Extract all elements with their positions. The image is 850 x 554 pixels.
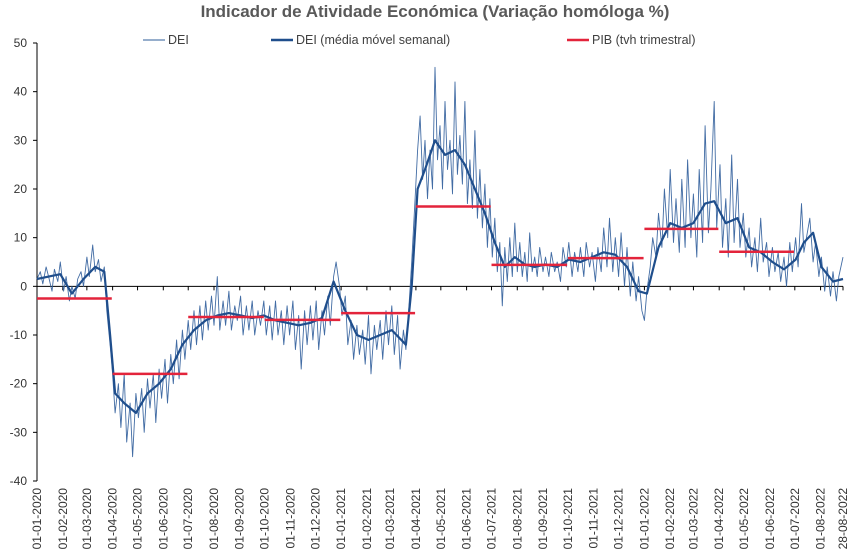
x-tick-label: 01-02-2022: [663, 488, 677, 550]
x-tick-label: 01-04-2021: [409, 488, 423, 550]
y-tick-label: -30: [10, 425, 28, 439]
legend-label: DEI (média móvel semanal): [296, 33, 450, 47]
y-tick-label: -10: [10, 328, 28, 342]
x-tick-label: 28-08-2022: [836, 488, 850, 550]
x-tick-label: 01-06-2022: [763, 488, 777, 550]
x-tick-label: 01-02-2020: [56, 488, 70, 550]
x-tick-label: 01-03-2022: [686, 488, 700, 550]
x-tick-label: 01-05-2020: [131, 488, 145, 550]
x-tick-label: 01-07-2020: [181, 488, 195, 550]
x-tick-label: 01-12-2020: [308, 488, 322, 550]
x-tick-label: 01-07-2021: [485, 488, 499, 550]
x-tick-label: 01-04-2022: [712, 488, 726, 550]
y-tick-label: -40: [10, 474, 28, 488]
x-tick-label: 01-02-2021: [360, 488, 374, 550]
y-tick-label: 50: [14, 36, 28, 50]
x-tick-label: 01-05-2021: [434, 488, 448, 550]
x-tick-label: 01-08-2022: [814, 488, 828, 550]
x-tick-label: 01-01-2021: [334, 488, 348, 550]
y-tick-label: -20: [10, 377, 28, 391]
x-tick-label: 01-08-2021: [510, 488, 524, 550]
legend-label: DEI: [168, 33, 189, 47]
y-tick-label: 30: [14, 133, 28, 147]
x-tick-label: 01-03-2020: [80, 488, 94, 550]
chart-title: Indicador de Atividade Económica (Variaç…: [200, 2, 670, 21]
x-tick-label: 01-01-2020: [30, 488, 44, 550]
legend: DEI DEI (média móvel semanal) PIB (tvh tri…: [143, 33, 696, 47]
x-tick-label: 01-03-2021: [383, 488, 397, 550]
x-tick-label: 01-12-2021: [612, 488, 626, 550]
series-line-dei: [36, 66, 844, 458]
x-tick-label: 01-11-2020: [283, 488, 297, 549]
y-tick-label: 10: [14, 231, 28, 245]
x-tick-label: 01-10-2021: [561, 488, 575, 550]
series-layer: [36, 66, 844, 458]
x-tick-label: 01-06-2021: [460, 488, 474, 550]
x-tick-label: 01-04-2020: [106, 488, 120, 550]
y-tick-label: 40: [14, 85, 28, 99]
x-tick-label: 01-07-2022: [788, 488, 802, 550]
x-tick-label: 01-10-2020: [258, 488, 272, 550]
y-tick-label: 20: [14, 182, 28, 196]
legend-label: PIB (tvh trimestral): [592, 33, 696, 47]
x-tick-label: 01-08-2020: [207, 488, 221, 550]
x-tick-label: 01-01-2022: [637, 488, 651, 550]
x-tick-label: 01-06-2020: [156, 488, 170, 550]
x-tick-label: 01-11-2021: [587, 488, 601, 549]
series-line-dei-media-movel: [36, 139, 844, 414]
x-tick-label: 01-09-2021: [536, 488, 550, 550]
x-tick-label: 01-09-2020: [233, 488, 247, 550]
x-tick-label: 01-05-2022: [737, 488, 751, 550]
y-tick-label: 0: [20, 279, 27, 293]
